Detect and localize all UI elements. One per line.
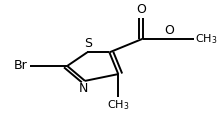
Text: CH$_3$: CH$_3$: [107, 99, 129, 112]
Text: N: N: [79, 82, 88, 94]
Text: Br: Br: [14, 60, 28, 72]
Text: O: O: [137, 3, 146, 16]
Text: CH$_3$: CH$_3$: [195, 32, 217, 46]
Text: O: O: [164, 24, 174, 37]
Text: S: S: [84, 37, 92, 50]
